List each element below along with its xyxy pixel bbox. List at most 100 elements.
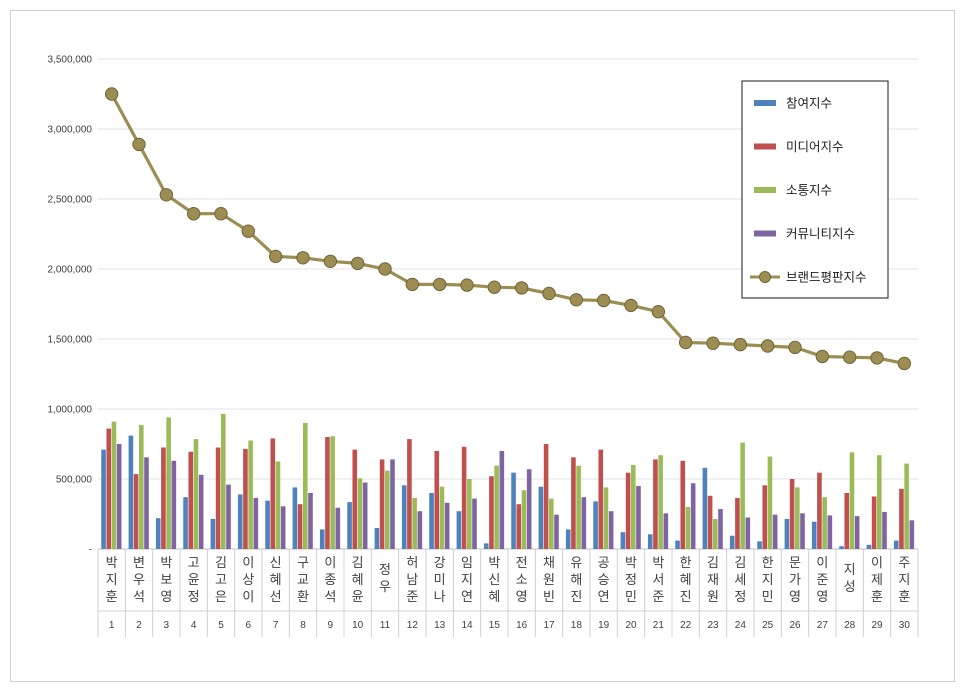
bar-1-4 — [183, 497, 188, 549]
rank-label-23: 23 — [707, 620, 719, 631]
brand-point-14 — [460, 278, 474, 292]
y-tick-label: 3,000,000 — [48, 125, 93, 136]
brand-point-25 — [760, 339, 775, 353]
bar-3-8 — [303, 423, 308, 549]
brand-point-6 — [241, 224, 256, 238]
bar-4-30 — [909, 520, 915, 549]
bar-3-22 — [685, 507, 691, 549]
bar-3-7 — [275, 461, 281, 549]
rank-label-29: 29 — [871, 620, 883, 631]
chart-frame: - 500,000 1,000,000 1,500,000 2,000,000 2,500… — [10, 10, 955, 682]
bar-2-21 — [653, 459, 658, 549]
bar-3-5 — [221, 413, 226, 549]
y-tick-label: 1,000,000 — [48, 405, 93, 416]
brand-point-22 — [678, 335, 693, 350]
bar-4-2 — [144, 457, 149, 549]
brand-point-17 — [542, 286, 556, 301]
rank-label-14: 14 — [461, 620, 473, 631]
bar-1-14 — [456, 511, 462, 549]
bar-4-27 — [827, 515, 833, 549]
bar-4-24 — [745, 517, 751, 549]
bar-3-23 — [713, 518, 718, 549]
legend-swatch-2 — [754, 143, 776, 150]
bar-3-30 — [904, 463, 909, 549]
rank-label-27: 27 — [817, 620, 829, 631]
bar-2-28 — [844, 493, 850, 549]
bar-1-10 — [347, 502, 352, 549]
bar-4-28 — [854, 516, 860, 549]
rank-label-11: 11 — [380, 620, 391, 631]
bar-3-13 — [439, 486, 445, 549]
bar-2-29 — [871, 496, 877, 549]
bar-4-1 — [116, 444, 122, 549]
bar-4-22 — [690, 483, 696, 549]
legend-marker-swatch — [759, 271, 771, 283]
brand-point-29 — [870, 351, 884, 365]
y-tick-label: 1,500,000 — [48, 335, 93, 346]
brand-point-3 — [159, 188, 174, 202]
bar-1-24 — [729, 535, 735, 549]
bar-4-9 — [335, 507, 341, 549]
bar-1-9 — [319, 529, 325, 549]
rank-label-28: 28 — [844, 620, 856, 631]
bar-3-21 — [658, 455, 663, 549]
bar-2-11 — [379, 459, 385, 549]
bar-4-29 — [882, 511, 887, 549]
bar-3-10 — [357, 478, 363, 549]
bar-2-23 — [707, 495, 713, 549]
bar-2-16 — [516, 504, 522, 549]
rank-label-15: 15 — [489, 620, 501, 631]
bar-1-3 — [155, 518, 161, 549]
bar-1-11 — [374, 528, 380, 549]
bar-4-3 — [171, 460, 177, 549]
bar-1-22 — [675, 540, 680, 549]
bar-3-12 — [412, 497, 417, 549]
bar-4-13 — [444, 502, 450, 549]
bar-4-5 — [226, 484, 231, 549]
bar-2-8 — [297, 504, 303, 549]
brand-point-1 — [104, 87, 119, 101]
bar-2-4 — [188, 451, 194, 549]
bar-1-8 — [292, 487, 298, 549]
x-axis: 박 지 훈 1 변 우 석 2 박 보 영 3 고 윤 정 4 김 고 은 5 이 상 이 6 신 혜 선 7 구 교 환 8 이 종 석 9 김 혜 윤 1… — [97, 549, 919, 637]
rank-label-17: 17 — [543, 620, 555, 631]
brand-point-18 — [569, 293, 584, 307]
bar-4-17 — [554, 514, 559, 549]
brand-point-23 — [706, 336, 720, 350]
bar-3-28 — [849, 452, 855, 549]
bar-4-15 — [499, 451, 505, 549]
bar-1-16 — [511, 472, 516, 549]
rank-label-30: 30 — [899, 620, 911, 631]
bar-3-15 — [494, 465, 499, 549]
bar-3-24 — [740, 442, 745, 549]
rank-label-6: 6 — [246, 620, 252, 631]
bar-2-3 — [161, 447, 166, 549]
y-axis: - 500,000 1,000,000 1,500,000 2,000,000 2,500… — [48, 55, 93, 556]
bar-4-10 — [362, 482, 368, 549]
rank-label-18: 18 — [571, 620, 583, 631]
bar-1-18 — [565, 529, 571, 549]
bar-1-28 — [839, 546, 844, 549]
bar-4-6 — [253, 497, 259, 549]
bar-3-1 — [111, 421, 117, 549]
bar-2-15 — [489, 476, 494, 549]
brand-point-26 — [788, 340, 802, 355]
bar-3-25 — [767, 456, 773, 549]
bar-1-6 — [237, 494, 243, 549]
rank-label-24: 24 — [735, 620, 747, 631]
bar-1-25 — [757, 541, 762, 549]
brand-point-4 — [186, 207, 201, 221]
rank-label-26: 26 — [789, 620, 801, 631]
